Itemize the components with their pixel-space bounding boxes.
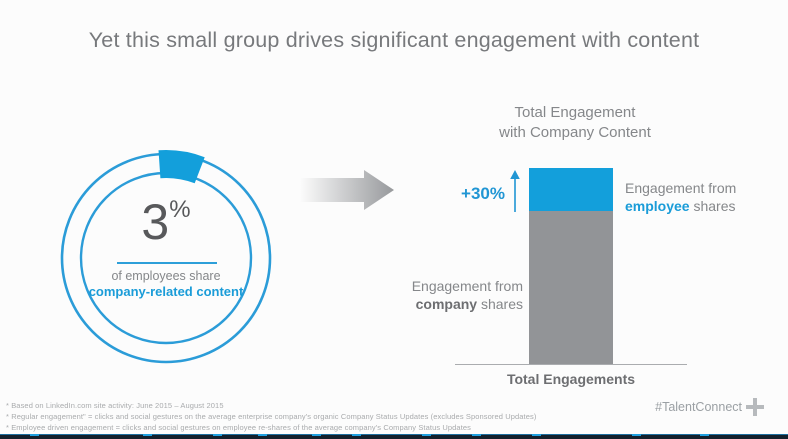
seek-bar-marker[interactable] — [532, 434, 541, 436]
x-axis-line — [455, 364, 687, 365]
up-arrow-icon — [510, 170, 520, 212]
donut-center-value: 3% — [56, 196, 276, 247]
donut-value: 3 — [141, 194, 170, 250]
seek-bar-marker[interactable] — [30, 434, 39, 436]
donut-chart — [60, 150, 272, 364]
right-arrow-icon — [300, 170, 394, 210]
player-seek-bar[interactable] — [0, 434, 788, 439]
bar-segment-company-shares — [529, 211, 613, 365]
delta-plus-30pct-label: +30% — [461, 184, 505, 203]
bar-chart-title: Total Engagement with Company Content — [455, 103, 695, 144]
plus-icon — [746, 398, 764, 416]
legend-company-shares: Engagement from company shares — [403, 278, 523, 313]
legend-employee-line1: Engagement from — [625, 180, 737, 196]
x-axis-label: Total Engagements — [506, 371, 636, 387]
donut-outer-ring — [60, 152, 272, 364]
seek-bar-marker[interactable] — [422, 434, 431, 436]
slide-title: Yet this small group drives significant … — [88, 28, 700, 52]
seek-bar-marker[interactable] — [700, 434, 709, 436]
legend-company-keyword: company — [415, 295, 478, 312]
seek-bar-marker[interactable] — [143, 434, 152, 436]
footnote-source: * Based on LinkedIn.com site activity: J… — [6, 401, 224, 410]
legend-employee-keyword: employee — [625, 197, 690, 214]
seek-bar-marker[interactable] — [258, 434, 267, 436]
donut-caption-line1: of employees share — [111, 269, 221, 283]
footnote-employee-engagement: * Employee driven engagement = clicks an… — [6, 423, 472, 432]
donut-percent-sign: % — [169, 196, 191, 223]
seek-bar-marker[interactable] — [213, 434, 222, 436]
bar-chart-title-line2: with Company Content — [499, 124, 651, 142]
donut-divider-line — [117, 262, 217, 264]
legend-employee-shares: Engagement from employee shares — [625, 180, 755, 215]
footnote-regular-engagement: * Regular engagement" = clicks and socia… — [6, 412, 537, 421]
bar-segment-employee-shares — [529, 168, 613, 211]
seek-bar-marker[interactable] — [472, 434, 481, 436]
legend-employee-rest: shares — [689, 197, 736, 214]
seek-bar-marker[interactable] — [312, 434, 321, 436]
legend-company-rest: shares — [477, 295, 523, 312]
bar-chart-title-line1: Total Engagement — [514, 104, 636, 121]
seek-bar-marker[interactable] — [352, 434, 361, 436]
legend-company-line1: Engagement from — [411, 278, 523, 294]
donut-caption-line2: company-related content — [88, 284, 244, 299]
hashtag-talentconnect: #TalentConnect — [655, 400, 742, 414]
donut-segment-3pct — [158, 150, 205, 184]
seek-bar-marker[interactable] — [632, 434, 641, 436]
